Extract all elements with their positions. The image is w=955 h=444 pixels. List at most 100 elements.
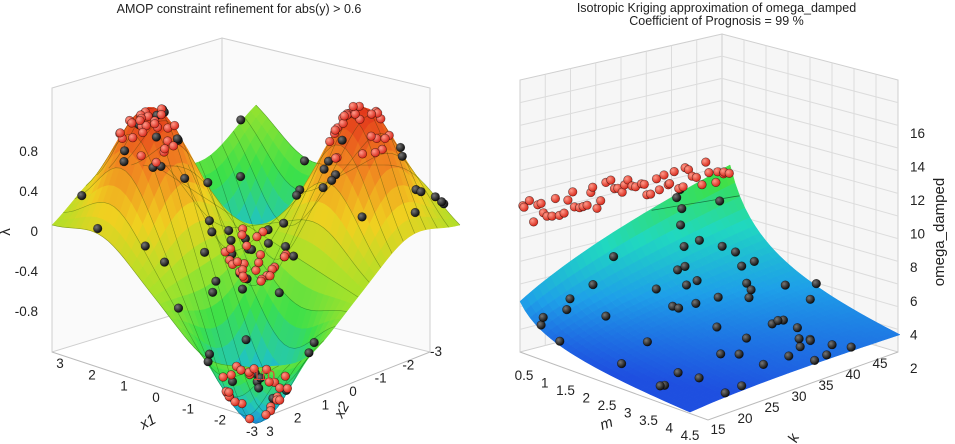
black-sample-point [395,142,406,153]
z-tick-label: 4 [910,327,918,342]
black-sample-point [784,351,794,361]
z-tick-label: 2 [910,361,918,376]
x-tick-label: 2.5 [598,398,617,413]
red-sample-point [588,182,598,192]
black-sample-point [140,241,150,251]
black-sample-point [299,156,310,166]
black-sample-point [208,287,218,297]
black-sample-point [810,355,820,366]
left-points [77,101,449,424]
red-sample-point [238,271,248,281]
red-sample-point [519,202,529,212]
black-sample-point [720,388,730,398]
red-sample-point [665,179,675,189]
black-sample-point [744,293,754,303]
black-sample-point [811,279,821,289]
x-tick-label: 1.5 [556,383,575,398]
red-sample-point [264,377,274,387]
right-chart-subtitle: Coefficient of Prognosis = 99 % [629,14,804,28]
red-sample-point [528,217,539,227]
x-tick-label: -3 [246,424,258,439]
black-sample-point [588,280,598,290]
red-sample-point [265,271,275,281]
red-sample-point [226,370,236,380]
black-sample-point [673,368,683,378]
red-sample-point [348,101,358,112]
right-surface [519,164,901,413]
black-sample-point [565,294,575,304]
black-sample-point [746,285,756,295]
red-sample-point [170,120,180,131]
black-sample-point [737,381,747,391]
red-sample-point [237,230,247,240]
red-sample-point [151,157,161,167]
black-sample-point [204,216,214,226]
red-sample-point [245,414,255,424]
y-axis-label: x2 [330,398,353,421]
black-sample-point [758,359,769,370]
black-sample-point [674,303,684,313]
black-sample-point [601,311,611,321]
right-floor-edge [519,351,899,421]
black-sample-point [794,334,804,344]
red-sample-point [258,227,268,237]
black-sample-point [224,225,234,236]
x-tick-label: 1 [541,376,549,391]
black-sample-point [236,171,246,182]
z-tick-label: 8 [910,260,918,275]
red-sample-point [724,168,734,178]
black-sample-point [609,252,619,262]
surface-patch [888,331,901,337]
red-sample-point [256,276,266,286]
black-sample-point [694,373,704,383]
black-sample-point [279,218,289,228]
red-sample-point [350,109,360,119]
black-sample-point [536,320,546,330]
black-sample-point [655,381,665,391]
right-points [518,157,856,398]
red-sample-point [127,118,137,128]
black-sample-point [357,212,367,222]
black-sample-point [676,220,686,230]
red-sample-point [338,118,348,128]
red-sample-point [536,198,546,208]
y-tick-label: 35 [818,378,833,393]
red-sample-point [252,232,262,242]
x-tick-label: 3 [624,406,632,421]
black-sample-point [555,336,565,346]
red-sample-point [282,383,293,394]
black-sample-point [691,298,701,309]
black-sample-point [713,292,723,302]
black-sample-point [204,349,215,359]
mesh-line [153,164,359,298]
contour-line [651,195,740,211]
red-sample-point [596,196,606,206]
black-sample-point [180,173,190,183]
x-axis-label: m [598,414,616,434]
black-sample-point [256,373,266,383]
red-sample-point [659,170,669,180]
black-sample-point [416,187,426,197]
x-tick-label: 2 [88,367,96,382]
black-sample-point [651,284,661,294]
black-sample-point [203,178,213,188]
y-tick-label: -3 [430,344,442,359]
y-tick-label: 0 [349,384,357,399]
black-sample-point [741,333,752,343]
red-sample-point [128,133,138,143]
x-tick-label: 1 [120,379,128,394]
black-sample-point [207,227,217,237]
black-sample-point [692,276,702,286]
right-chart-svg: 16 14 12 10 8 6 4 2 omega_damped 0.5 1 1.5 2 2.5 3 3.5 4… [515,33,948,444]
red-sample-point [339,111,349,121]
black-sample-point [319,164,329,174]
red-sample-point [331,153,341,163]
x-tick-label: -2 [214,413,226,428]
red-sample-point [563,195,573,205]
black-sample-point [846,342,856,352]
black-sample-point [327,175,337,185]
black-sample-point [237,284,248,294]
red-sample-point [592,203,602,213]
black-sample-point [712,322,722,332]
x-tick-label: -1 [182,401,194,416]
